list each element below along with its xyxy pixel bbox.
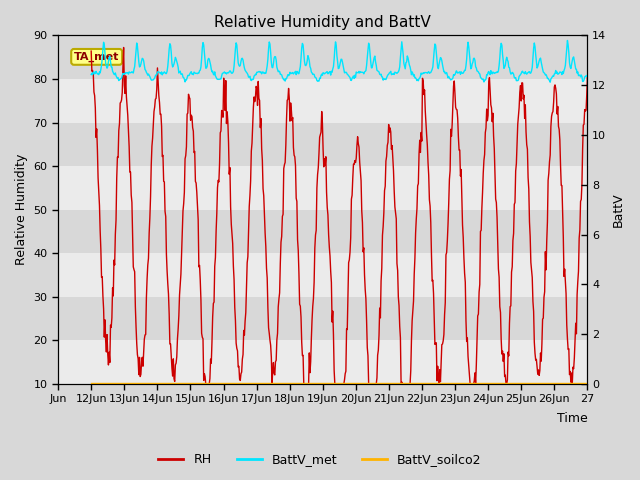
Bar [58,253,588,297]
Bar [58,122,588,166]
Legend: RH, BattV_met, BattV_soilco2: RH, BattV_met, BattV_soilco2 [154,448,486,471]
BattV_met [564,37,572,43]
RH [96,228,104,234]
BattV_met [414,77,422,83]
Text: TA_met: TA_met [74,52,119,62]
BattV_met [547,79,554,85]
BattV_soilco2 [96,380,104,385]
BattV_soilco2 [198,380,205,385]
BattV_met [198,56,205,62]
Title: Relative Humidity and BattV: Relative Humidity and BattV [214,15,431,30]
X-axis label: Time: Time [557,412,588,425]
BattV_met [399,51,407,57]
Y-axis label: Relative Humidity: Relative Humidity [15,154,28,265]
RH [401,381,408,387]
BattV_soilco2 [147,380,155,385]
RH [148,144,156,149]
Y-axis label: BattV: BattV [612,192,625,227]
BattV_met [584,72,591,78]
Bar [58,340,588,384]
Line: BattV_met: BattV_met [91,40,588,82]
BattV_met [96,70,104,76]
Bar [58,210,588,253]
Bar [58,166,588,210]
RH [415,151,423,156]
RH [202,381,210,387]
RH [120,45,127,50]
BattV_soilco2 [584,380,591,385]
Bar [58,297,588,340]
RH [198,335,206,340]
BattV_soilco2 [414,380,422,385]
Bar [58,36,588,79]
BattV_met [224,70,232,75]
Bar [58,79,588,122]
BattV_met [87,72,95,77]
RH [87,48,95,54]
BattV_soilco2 [224,380,232,385]
RH [584,73,591,79]
BattV_met [147,77,155,83]
Line: RH: RH [91,48,588,384]
RH [225,171,233,177]
BattV_soilco2 [87,380,95,385]
BattV_soilco2 [399,380,407,385]
